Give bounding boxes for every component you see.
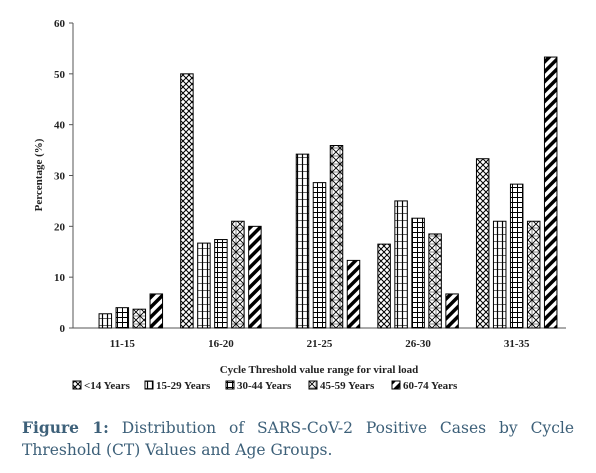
x-tick-label: 11-15: [110, 338, 136, 350]
legend-label: 15-29 Years: [156, 380, 211, 392]
y-tick-label: 60: [54, 18, 66, 30]
legend-swatch: [391, 380, 401, 390]
bar-1-26-30: [377, 243, 391, 329]
bar-3-21-25: [312, 182, 327, 329]
bar-4-11-15: [132, 308, 147, 329]
bar-1-16-20: [180, 73, 194, 329]
y-tick-label: 20: [54, 221, 66, 233]
bar-2-21-25: [295, 153, 310, 329]
tick-labels: 0 10 20 30 40 50 60 11-15 16-20 21-25 26-30 31-35: [54, 18, 530, 350]
bar-4-16-20: [231, 220, 245, 329]
bar-5-31-35: [543, 56, 558, 329]
x-tick-label: 26-30: [405, 338, 431, 350]
legend-label: <14 Years: [84, 380, 131, 392]
bar-4-31-35: [526, 220, 541, 329]
bar-1-31-35: [475, 158, 490, 329]
y-axis-title: Percentage (%): [33, 138, 45, 211]
x-tick-label: 16-20: [208, 338, 234, 350]
bar-5-21-25: [346, 259, 361, 329]
y-tick-label: 40: [54, 120, 66, 132]
bar-2-11-15: [98, 313, 113, 329]
legend-item: 60-74 Years: [391, 380, 458, 392]
bar-2-26-30: [394, 200, 408, 329]
bar-2-16-20: [197, 242, 211, 329]
bar-5-26-30: [445, 293, 459, 329]
legend: <14 Years 15-29 Years 30-44 Years 45-59 Yea…: [72, 380, 458, 392]
bar-3-11-15: [115, 307, 130, 329]
y-tick-label: 50: [54, 69, 66, 81]
y-tick-label: 30: [54, 171, 66, 183]
y-tick-label: 10: [54, 272, 66, 284]
legend-label: 60-74 Years: [403, 380, 458, 392]
y-tick-label: 0: [60, 323, 66, 335]
chart: 0 10 20 30 40 50 60 11-15 16-20 21-25 26-30 31-35 P…: [33, 18, 566, 392]
legend-swatch: [225, 380, 235, 390]
legend-swatch: [72, 380, 82, 390]
x-tick-label: 31-35: [504, 338, 530, 350]
x-axis-title: Cycle Threshold value range for viral lo…: [220, 364, 419, 376]
x-tick-label: 21-25: [307, 338, 333, 350]
legend-item: 15-29 Years: [144, 380, 211, 392]
figure-caption: Figure 1: Distribution of SARS-CoV-2 Pos…: [22, 417, 574, 461]
legend-swatch: [308, 380, 318, 390]
bar-2-31-35: [492, 220, 507, 329]
caption-text: Distribution of SARS-CoV-2 Positive Case…: [22, 419, 574, 459]
legend-swatch: [144, 380, 154, 390]
bar-3-16-20: [214, 239, 228, 329]
bars: [98, 56, 558, 329]
legend-label: 45-59 Years: [320, 380, 375, 392]
legend-item: <14 Years: [72, 380, 131, 392]
legend-item: 30-44 Years: [225, 380, 292, 392]
bar-5-11-15: [149, 293, 164, 329]
bar-3-31-35: [509, 183, 524, 329]
caption-label: Figure 1:: [22, 418, 109, 437]
bar-3-26-30: [411, 217, 425, 329]
bar-5-16-20: [248, 225, 262, 329]
bar-4-21-25: [329, 145, 344, 329]
legend-label: 30-44 Years: [237, 380, 292, 392]
bar-4-26-30: [428, 233, 442, 329]
legend-item: 45-59 Years: [308, 380, 375, 392]
